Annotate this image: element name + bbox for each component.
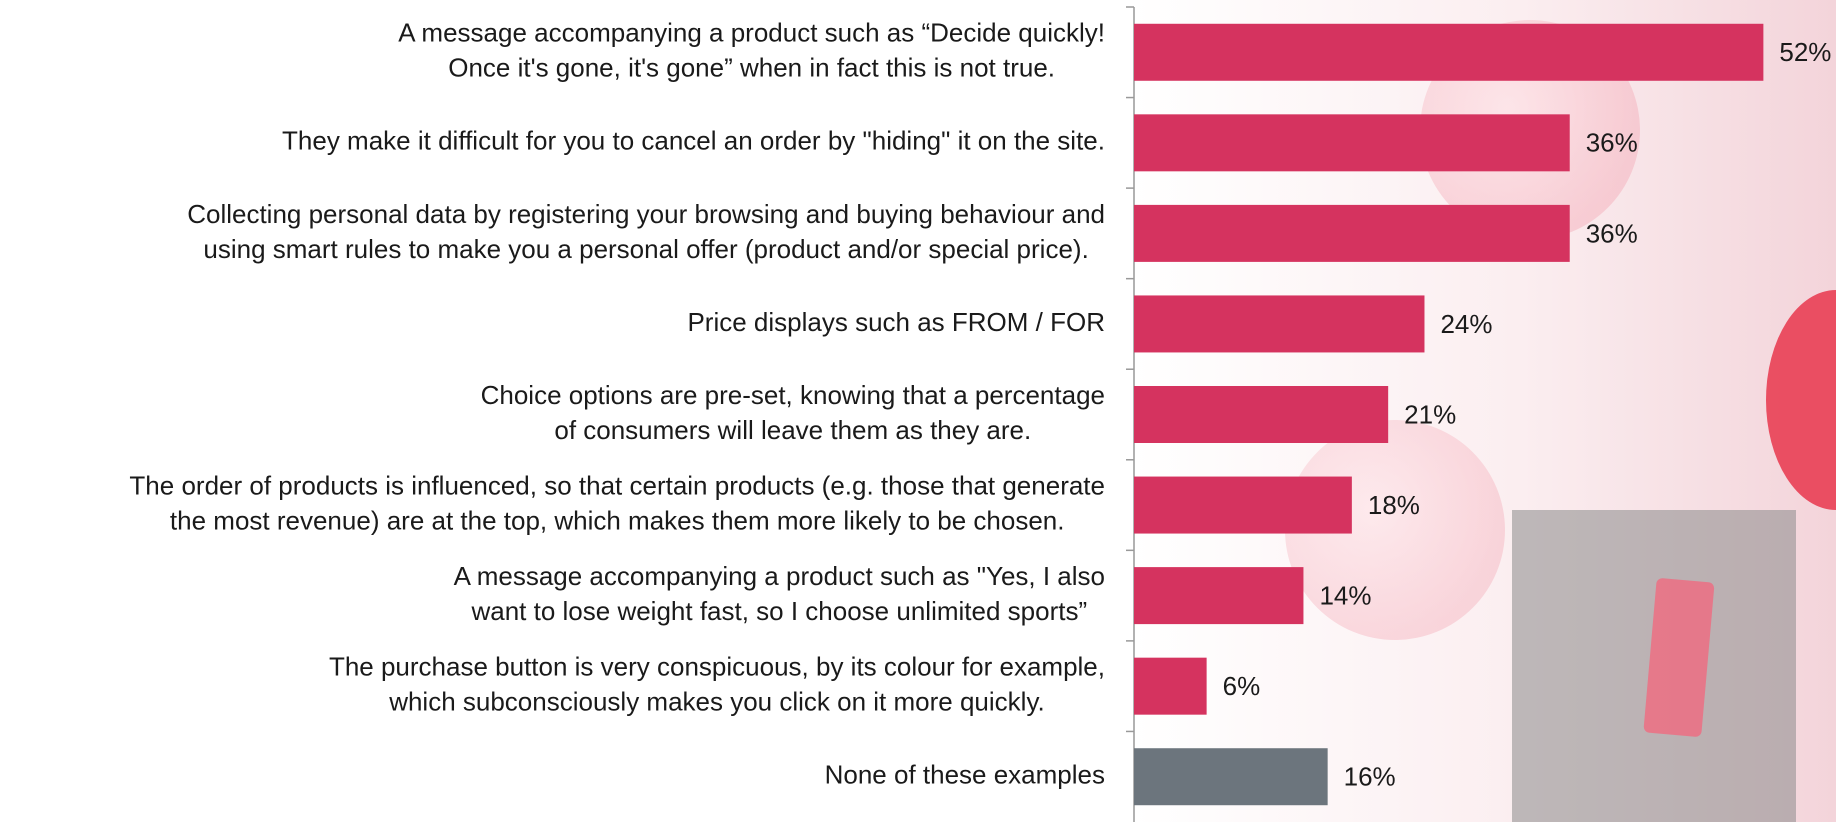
balloon-decoration: [1285, 420, 1505, 640]
value-label: 18%: [1368, 490, 1420, 520]
bar: [1134, 567, 1304, 625]
sale-tag-decoration: [1643, 578, 1715, 737]
bar: [1134, 386, 1389, 443]
category-label: A message accompanying a product such as…: [454, 561, 1105, 591]
value-label: 6%: [1223, 671, 1261, 701]
value-label: 24%: [1440, 309, 1492, 339]
bar: [1134, 295, 1425, 353]
category-label: The purchase button is very conspicuous,…: [329, 652, 1105, 682]
category-label: of consumers will leave them as they are…: [554, 415, 1031, 445]
bar: [1134, 657, 1207, 715]
category-label: Once it's gone, it's gone” when in fact …: [448, 53, 1055, 83]
bar: [1134, 114, 1570, 172]
value-label: 16%: [1344, 762, 1396, 792]
value-label: 36%: [1586, 218, 1638, 248]
value-label: 14%: [1319, 580, 1371, 610]
plot-area: A message accompanying a product such as…: [129, 6, 1831, 822]
category-label: Choice options are pre-set, knowing that…: [481, 380, 1105, 410]
bar: [1134, 23, 1764, 81]
bar: [1134, 748, 1328, 806]
balloon-decoration: [1766, 290, 1836, 510]
category-label: The order of products is influenced, so …: [129, 470, 1105, 500]
category-label: Collecting personal data by registering …: [187, 199, 1105, 229]
category-label: They make it difficult for you to cancel…: [282, 126, 1105, 156]
value-label: 36%: [1586, 128, 1638, 158]
bar: [1134, 204, 1570, 262]
category-label: the most revenue) are at the top, which …: [170, 505, 1065, 535]
category-label: Price displays such as FROM / FOR: [687, 307, 1105, 337]
bar: [1134, 476, 1352, 534]
category-label: None of these examples: [825, 760, 1105, 790]
category-label: want to lose weight fast, so I choose un…: [470, 596, 1087, 626]
category-label: using smart rules to make you a personal…: [203, 234, 1088, 264]
category-label: A message accompanying a product such as…: [398, 18, 1105, 48]
value-label: 21%: [1404, 399, 1456, 429]
value-label: 52%: [1779, 37, 1831, 67]
category-label: which subconsciously makes you click on …: [388, 687, 1045, 717]
